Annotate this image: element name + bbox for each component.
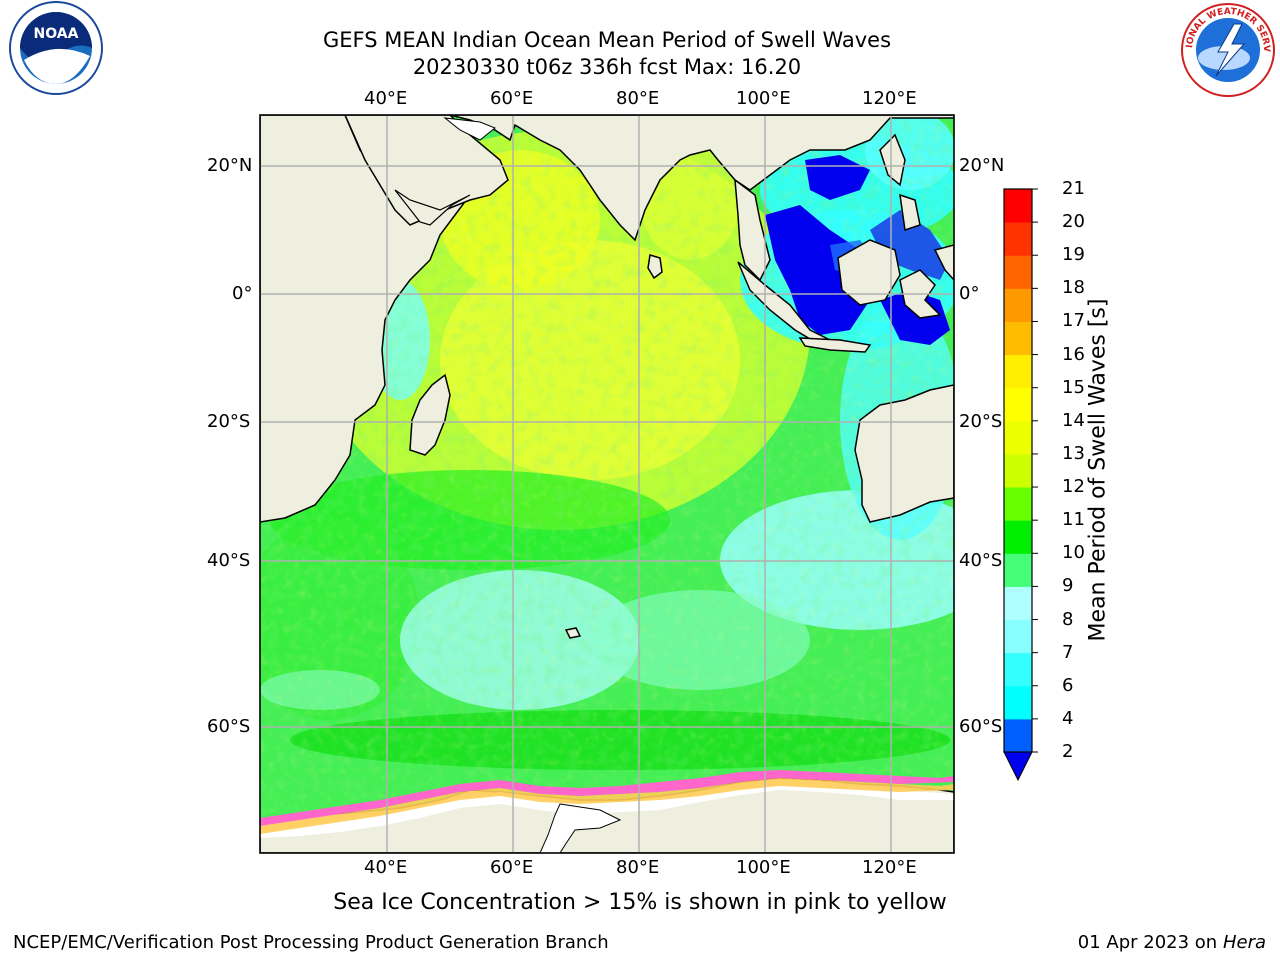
lon-label-top-40: 40°E [364,88,408,109]
lat-label-right-40s: 40°S [959,550,1003,571]
colorbar-tick-label: 16 [1062,343,1085,365]
colorbar-swatch [1004,255,1032,289]
colorbar-swatch [1004,520,1032,554]
lon-label-top-120: 120°E [862,88,917,109]
colorbar-swatch [1004,586,1032,621]
lon-label-bottom-120: 120°E [862,857,917,878]
chart-title: GEFS MEAN Indian Ocean Mean Period of Sw… [322,28,892,52]
colorbar-tick-label: 21 [1062,178,1085,199]
colorbar-swatch [1004,685,1032,720]
lat-label-right-20s: 20°S [959,411,1003,432]
lat-label-right-0: 0° [959,283,980,304]
colorbar-swatch [1004,553,1032,587]
colorbar-title: Mean Period of Swell Waves [s] [1085,298,1111,642]
credit-left: NCEP/EMC/Verification Post Processing Pr… [13,932,609,953]
colorbar-tick-label: 7 [1062,641,1074,663]
colorbar-swatch [1004,387,1032,422]
colorbar-swatch [1004,453,1032,488]
asia-land [449,115,954,242]
colorbar-tick-label: 6 [1062,674,1074,696]
colorbar-swatch [1004,487,1032,521]
lat-label-left-0: 0° [232,283,253,304]
colorbar-tick-label: 20 [1062,211,1085,233]
chart-subtitle: 20230330 t06z 336h fcst Max: 16.20 [412,55,802,79]
credit-machine: Hera [1222,932,1266,953]
lat-label-right-60s: 60°S [959,716,1003,737]
colorbar-tick-label: 13 [1062,442,1085,464]
colorbar-swatch [1004,288,1032,322]
colorbar-tick-label: 11 [1062,509,1085,531]
lat-label-left-40s: 40°S [207,550,251,571]
colorbar-swatch [1004,222,1032,256]
lon-label-bottom-80: 80°E [616,857,660,878]
lat-label-left-60s: 60°S [207,716,251,737]
colorbar-tick-label: 19 [1062,244,1085,266]
colorbar-tick-label: 10 [1062,542,1085,564]
lat-label-left-20s: 20°S [207,411,251,432]
sea-ice-footnote: Sea Ice Concentration > 15% is shown in … [333,890,947,915]
lon-label-top-100: 100°E [736,88,791,109]
svg-text:NOAA: NOAA [34,26,79,42]
colorbar-swatch [1004,619,1032,654]
colorbar-under-arrow [1003,751,1033,782]
lon-label-top-80: 80°E [616,88,660,109]
colorbar-swatch [1004,652,1032,687]
colorbar-tick-label: 8 [1062,608,1074,630]
colorbar-tick-label: 2 [1062,741,1074,762]
australia-land [854,384,954,523]
colorbar-tick-label: 18 [1062,277,1085,299]
gridlines [260,115,954,853]
credit-date: 01 Apr 2023 on [1077,932,1218,953]
colorbar-swatch [1004,189,1032,223]
borneo-land [837,239,901,306]
colorbar-tick-label: 12 [1062,476,1085,498]
lat-label-right-20n: 20°N [959,155,1005,176]
nws-logo: NATIONAL WEATHER SERVICE [1178,0,1275,97]
colorbar-tick-label: 17 [1062,310,1085,332]
colorbar-swatch [1004,718,1032,753]
credit-right: 01 Apr 2023 on Hera [1078,932,1266,953]
lon-label-top-60: 60°E [490,88,534,109]
map-field [260,115,954,853]
sea-ice-yellow [260,778,954,834]
java-land [798,337,872,353]
colorbar [1003,188,1038,782]
colorbar-swatch [1004,354,1032,389]
colorbar-tick-label: 14 [1062,409,1085,431]
sea-ice-pink [260,770,954,826]
lat-label-left-20n: 20°N [207,155,253,176]
lon-label-bottom-40: 40°E [364,857,408,878]
colorbar-tick-label: 4 [1062,707,1074,729]
lon-label-bottom-100: 100°E [736,857,791,878]
colorbar-tick-label: 9 [1062,575,1074,597]
colorbar-outline [1003,188,1033,753]
map-frame [259,114,955,854]
madagascar-land [409,373,451,456]
noaa-logo: NOAA [9,1,103,95]
colorbar-swatch [1004,420,1032,455]
colorbar-tick-label: 15 [1062,376,1085,398]
lon-label-bottom-60: 60°E [490,857,534,878]
colorbar-swatch [1004,321,1032,356]
